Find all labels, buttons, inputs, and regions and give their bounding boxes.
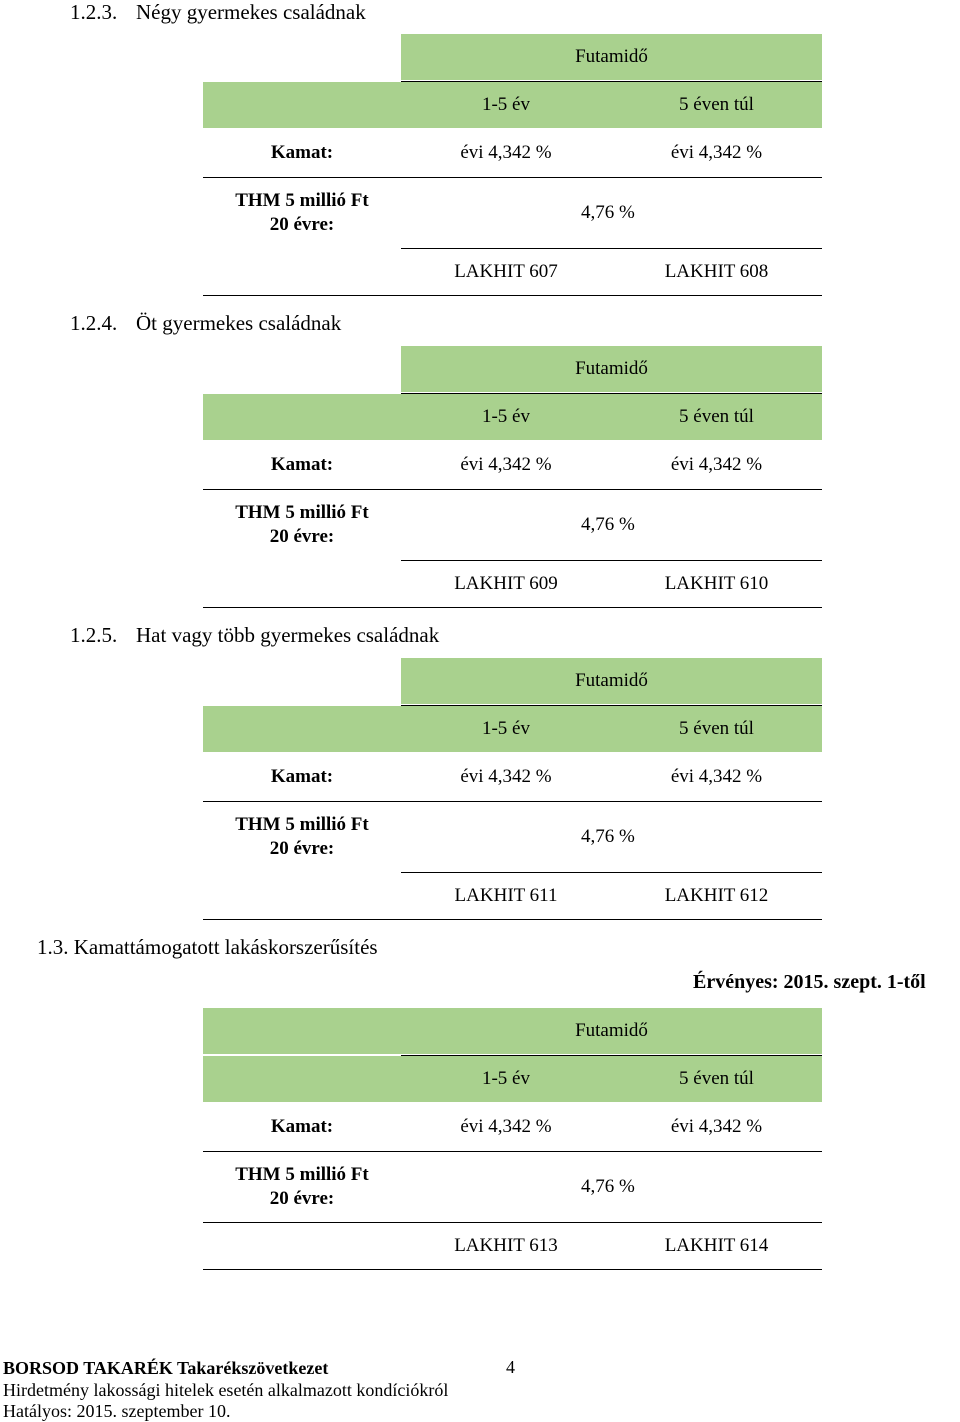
thm-label: THM 5 millió Ft 20 évre: <box>203 1153 401 1221</box>
product-code-2: LAKHIT 612 <box>664 885 769 906</box>
kamat-value-2: évi 4,342 % <box>670 454 763 475</box>
valid-from: Érvényes: 2015. szept. 1-től <box>693 971 926 993</box>
section-heading: 1.2.3. Négy gyermekes családnak <box>70 0 366 24</box>
term-header-row: 1-5 év 5 éven túl <box>203 82 822 128</box>
product-code-2: LAKHIT 610 <box>664 573 769 594</box>
product-code-2: LAKHIT 614 <box>664 1235 769 1256</box>
divider <box>401 705 822 706</box>
thm-label-line-2: 20 évre: <box>269 1188 335 1209</box>
section-title: Négy gyermekes családnak <box>136 0 366 24</box>
kamat-value-1: évi 4,342 % <box>460 766 552 787</box>
thm-value: 4,76 % <box>581 1176 635 1197</box>
thm-value: 4,76 % <box>581 514 635 535</box>
futamido-header: Futamidő <box>401 658 822 704</box>
section-title: Hat vagy több gyermekes családnak <box>136 623 440 647</box>
term-1-5-label: 1-5 év <box>481 406 530 427</box>
thm-label: THM 5 millió Ft 20 évre: <box>203 179 401 247</box>
divider <box>203 489 822 490</box>
futamido-header: Futamidő <box>401 346 822 392</box>
divider <box>401 393 822 394</box>
divider <box>203 295 822 296</box>
thm-label-line-2: 20 évre: <box>269 214 335 235</box>
divider <box>203 919 822 920</box>
term-1-5-label: 1-5 év <box>481 718 530 739</box>
thm-value: 4,76 % <box>581 202 635 223</box>
kamat-label: Kamat: <box>270 454 334 475</box>
rate-table: Futamidő 1-5 év 5 éven túl Kamat: évi 4,… <box>203 346 822 608</box>
kamat-value-1: évi 4,342 % <box>460 454 552 475</box>
futamido-header-row: Futamidő <box>203 1008 822 1054</box>
divider <box>401 872 822 873</box>
rate-table: Futamidő 1-5 év 5 éven túl Kamat: évi 4,… <box>203 1008 822 1270</box>
footer-notice: Hirdetmény lakossági hitelek esetén alka… <box>3 1380 449 1400</box>
term-over-5-label: 5 éven túl <box>679 406 754 427</box>
futamido-header: Futamidő <box>401 34 822 80</box>
thm-value-row: 4,76 % <box>401 1153 822 1221</box>
kamat-value-2: évi 4,342 % <box>670 766 763 787</box>
futamido-header: Futamidő <box>575 1020 648 1041</box>
divider <box>203 1151 822 1152</box>
section-heading: 1.2.5. Hat vagy több gyermekes családnak <box>70 623 439 647</box>
thm-label-line-1: THM 5 millió Ft <box>235 502 369 523</box>
footer-effective-date: Hatályos: 2015. szeptember 10. <box>3 1401 231 1421</box>
section-number: 1.3. <box>37 935 69 959</box>
thm-label-line-1: THM 5 millió Ft <box>235 814 369 835</box>
rate-table: Futamidő 1-5 év 5 éven túl Kamat: évi 4,… <box>203 658 822 920</box>
divider <box>401 1055 822 1056</box>
section-heading: 1.2.4. Öt gyermekes családnak <box>70 311 341 335</box>
kamat-label: Kamat: <box>270 142 334 163</box>
thm-label: THM 5 millió Ft 20 évre: <box>203 803 401 871</box>
kamat-value-2: évi 4,342 % <box>670 142 763 163</box>
section-title: Öt gyermekes családnak <box>136 311 342 335</box>
thm-label: THM 5 millió Ft 20 évre: <box>203 491 401 559</box>
kamat-label: Kamat: <box>270 1116 334 1137</box>
thm-label-line-2: 20 évre: <box>269 838 335 859</box>
divider <box>203 1269 822 1270</box>
kamat-value-2: évi 4,342 % <box>670 1116 763 1137</box>
divider <box>203 177 822 178</box>
term-header-row: 1-5 év 5 éven túl <box>203 1056 822 1102</box>
divider <box>203 801 822 802</box>
product-code-1: LAKHIT 607 <box>454 261 558 282</box>
thm-label-line-2: 20 évre: <box>269 526 335 547</box>
divider <box>401 248 822 249</box>
section-title: Kamattámogatott lakáskorszerűsítés <box>73 935 378 959</box>
thm-label-line-1: THM 5 millió Ft <box>235 1164 369 1185</box>
thm-value-row: 4,76 % <box>401 179 822 247</box>
term-over-5-label: 5 éven túl <box>679 1068 754 1089</box>
divider <box>203 607 822 608</box>
product-code-1: LAKHIT 613 <box>454 1235 558 1256</box>
thm-value-row: 4,76 % <box>401 491 822 559</box>
product-code-1: LAKHIT 611 <box>454 885 558 906</box>
rate-table: Futamidő 1-5 év 5 éven túl Kamat: évi 4,… <box>203 34 822 296</box>
divider <box>401 560 822 561</box>
kamat-value-1: évi 4,342 % <box>460 142 552 163</box>
term-1-5-label: 1-5 év <box>481 94 530 115</box>
thm-value: 4,76 % <box>581 826 635 847</box>
term-header-row: 1-5 év 5 éven túl <box>203 394 822 440</box>
term-over-5-label: 5 éven túl <box>679 718 754 739</box>
divider <box>401 81 822 82</box>
thm-value-row: 4,76 % <box>401 803 822 871</box>
divider <box>203 1222 822 1223</box>
kamat-value-1: évi 4,342 % <box>460 1116 552 1137</box>
product-code-2: LAKHIT 608 <box>664 261 769 282</box>
footer-bank-name: BORSOD TAKARÉK Takarékszövetkezet <box>3 1358 329 1378</box>
thm-label-line-1: THM 5 millió Ft <box>235 190 369 211</box>
term-1-5-label: 1-5 év <box>481 1068 530 1089</box>
section-number: 1.2.3. <box>70 0 118 24</box>
section-heading: 1.3. Kamattámogatott lakáskorszerűsítés <box>37 935 378 959</box>
product-code-1: LAKHIT 609 <box>454 573 558 594</box>
term-header-row: 1-5 év 5 éven túl <box>203 706 822 752</box>
section-number: 1.2.5. <box>70 623 118 647</box>
page-number: 4 <box>506 1357 515 1377</box>
kamat-label: Kamat: <box>270 766 334 787</box>
section-number: 1.2.4. <box>70 311 118 335</box>
term-over-5-label: 5 éven túl <box>679 94 754 115</box>
